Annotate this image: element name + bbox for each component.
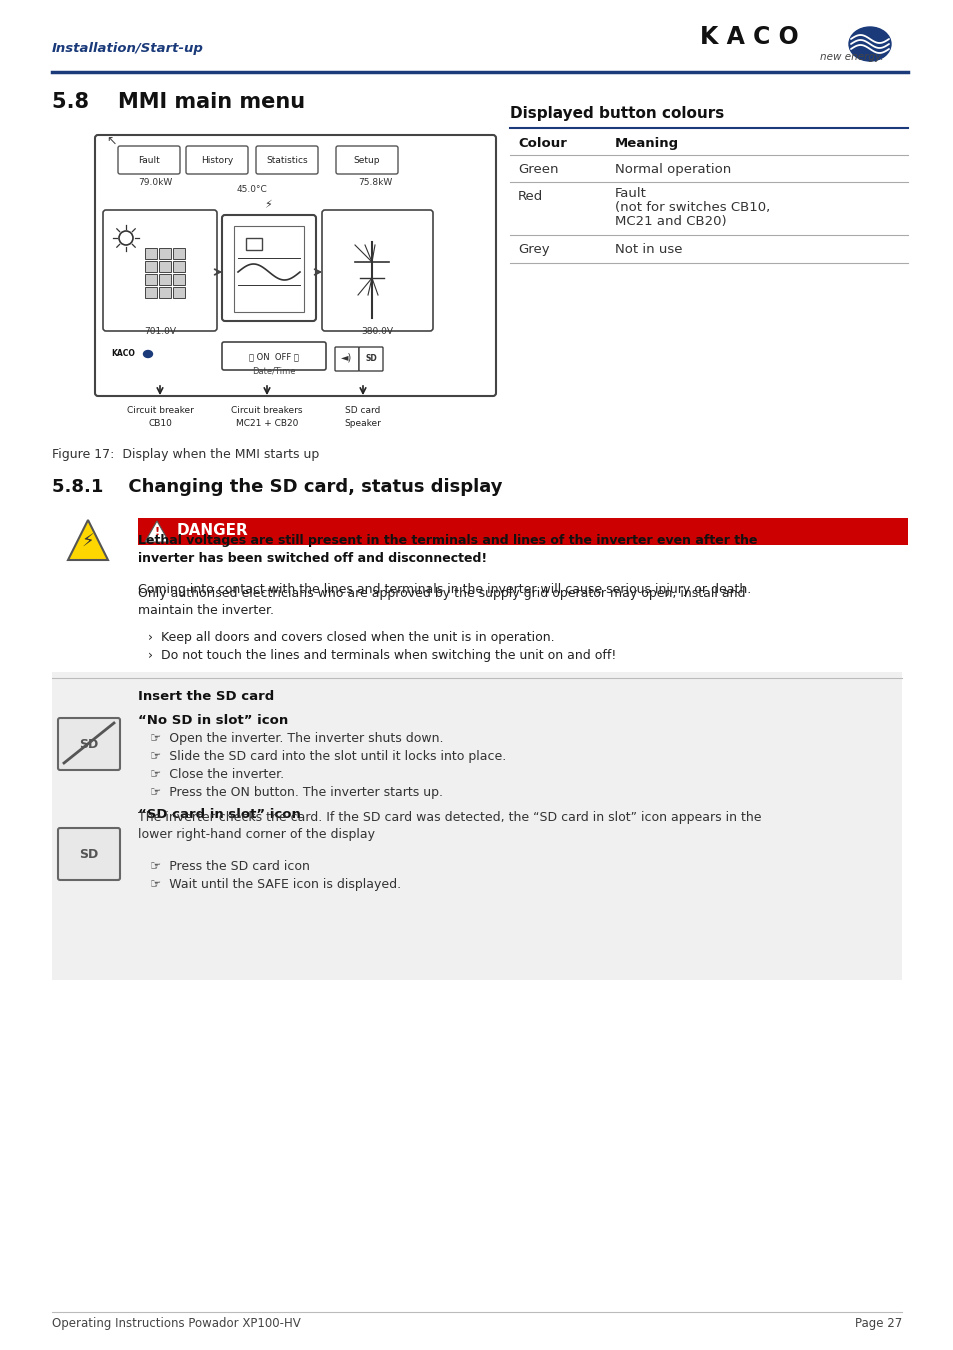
Text: SD: SD [79,848,98,861]
Text: ⏻ ON  OFF ⏻: ⏻ ON OFF ⏻ [249,352,298,360]
Text: Date/Time: Date/Time [252,366,295,375]
Text: Coming into contact with the lines and terminals in the inverter will cause seri: Coming into contact with the lines and t… [138,583,750,595]
Text: ☞  Open the inverter. The inverter shuts down.: ☞ Open the inverter. The inverter shuts … [150,732,443,745]
Text: Insert the SD card: Insert the SD card [138,690,274,703]
Text: Only authorised electricians who are approved by the supply grid operator may op: Only authorised electricians who are app… [138,587,744,617]
Text: new energy.: new energy. [820,53,882,62]
Text: Colour: Colour [517,136,566,150]
Bar [145,248,157,259]
Text: Circuit breakers: Circuit breakers [231,406,302,414]
Text: Green: Green [517,163,558,176]
FancyBboxPatch shape [335,146,397,174]
Text: 5.8.1    Changing the SD card, status display: 5.8.1 Changing the SD card, status displ… [52,478,502,495]
Bar [145,274,157,285]
Text: !: ! [154,526,159,537]
Text: KACO: KACO [111,350,134,358]
Text: MC21 + CB20: MC21 + CB20 [235,418,298,428]
Text: ⚡: ⚡ [82,533,94,551]
Text: MC21 and CB20): MC21 and CB20) [615,215,726,228]
Bar [138,518,907,545]
Text: “SD card in slot” icon: “SD card in slot” icon [138,809,300,821]
Text: ☞  Close the inverter.: ☞ Close the inverter. [150,768,284,782]
FancyBboxPatch shape [95,135,496,396]
Text: DANGER: DANGER [177,522,249,539]
Text: 380.0V: 380.0V [360,327,393,336]
FancyBboxPatch shape [222,342,326,370]
Text: Red: Red [517,190,542,202]
Text: Installation/Start-up: Installation/Start-up [52,42,204,55]
Text: SD: SD [79,738,98,751]
FancyBboxPatch shape [358,347,382,371]
Bar [172,261,185,271]
Text: ⚡: ⚡ [264,200,272,211]
Bar [159,288,171,298]
Text: 701.0V: 701.0V [144,327,175,336]
Text: Fault: Fault [138,157,160,165]
Text: ◄): ◄) [341,352,353,363]
FancyBboxPatch shape [103,211,216,331]
Bar [172,248,185,259]
Text: ☞  Slide the SD card into the slot until it locks into place.: ☞ Slide the SD card into the slot until … [150,751,506,763]
Ellipse shape [848,27,890,61]
Text: SD card: SD card [345,406,380,414]
Text: Not in use: Not in use [615,243,681,256]
Bar [145,261,157,271]
Text: “No SD in slot” icon: “No SD in slot” icon [138,714,288,728]
Polygon shape [68,520,108,560]
FancyBboxPatch shape [233,225,304,312]
Text: ☞  Press the ON button. The inverter starts up.: ☞ Press the ON button. The inverter star… [150,786,442,799]
Text: 5.8    MMI main menu: 5.8 MMI main menu [52,92,305,112]
Text: Setup: Setup [354,157,380,165]
FancyBboxPatch shape [335,347,358,371]
Bar [172,274,185,285]
Text: Lethal voltages are still present in the terminals and lines of the inverter eve: Lethal voltages are still present in the… [138,535,757,566]
Text: Displayed button colours: Displayed button colours [510,107,723,122]
FancyBboxPatch shape [118,146,180,174]
Bar [159,248,171,259]
Text: Page 27: Page 27 [854,1318,901,1330]
FancyBboxPatch shape [255,146,317,174]
Text: ›  Keep all doors and covers closed when the unit is in operation.: › Keep all doors and covers closed when … [148,630,554,644]
FancyBboxPatch shape [58,718,120,770]
FancyBboxPatch shape [222,215,315,321]
Ellipse shape [143,351,152,358]
Text: ☞  Press the SD card icon: ☞ Press the SD card icon [150,860,310,873]
Bar [159,274,171,285]
Text: ☞  Wait until the SAFE icon is displayed.: ☞ Wait until the SAFE icon is displayed. [150,878,400,891]
Text: SD: SD [365,354,376,363]
Polygon shape [145,521,169,541]
Text: Speaker: Speaker [344,418,381,428]
FancyBboxPatch shape [322,211,433,331]
FancyBboxPatch shape [186,146,248,174]
Bar [172,288,185,298]
Text: (not for switches CB10,: (not for switches CB10, [615,201,769,215]
Text: Fault: Fault [615,188,646,200]
Text: ›  Do not touch the lines and terminals when switching the unit on and off!: › Do not touch the lines and terminals w… [148,649,616,662]
Text: Circuit breaker: Circuit breaker [127,406,193,414]
Text: Operating Instructions Powador XP100-HV: Operating Instructions Powador XP100-HV [52,1318,300,1330]
Text: Meaning: Meaning [615,136,679,150]
Text: Statistics: Statistics [266,157,308,165]
Bar [145,288,157,298]
Text: The inverter checks the card. If the SD card was detected, the “SD card in slot”: The inverter checks the card. If the SD … [138,811,760,841]
Text: History: History [201,157,233,165]
Text: Normal operation: Normal operation [615,163,731,176]
Bar [246,238,262,250]
Bar [159,261,171,271]
Text: CB10: CB10 [148,418,172,428]
Text: Grey: Grey [517,243,549,256]
FancyBboxPatch shape [58,828,120,880]
Bar [52,672,901,980]
Text: Figure 17:  Display when the MMI starts up: Figure 17: Display when the MMI starts u… [52,448,319,460]
Text: K A C O: K A C O [700,26,798,49]
Text: 45.0°C: 45.0°C [236,185,267,194]
Text: ↖: ↖ [106,135,116,148]
Text: 75.8kW: 75.8kW [357,178,392,188]
Text: 79.0kW: 79.0kW [138,178,172,188]
